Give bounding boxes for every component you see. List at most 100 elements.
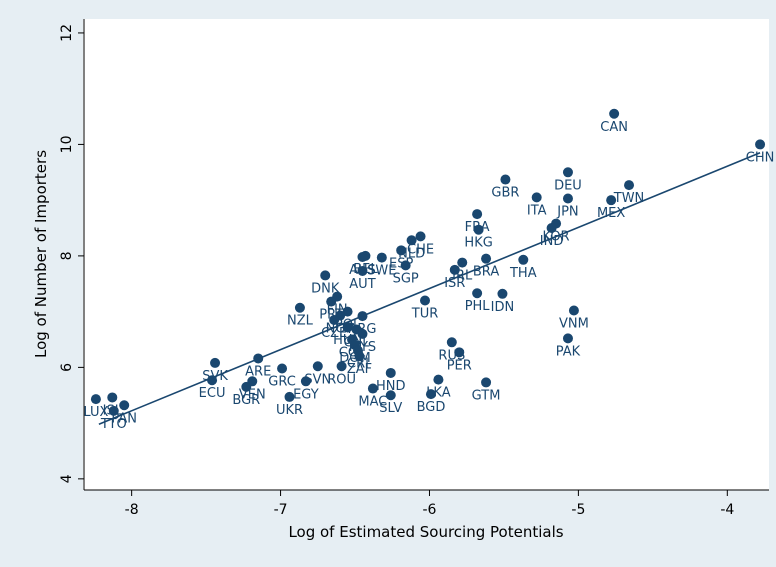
data-point-egy <box>300 376 311 387</box>
plot-area <box>83 19 769 490</box>
point-label-slv: SLV <box>379 401 402 416</box>
point-label-gbr: GBR <box>491 186 519 201</box>
data-point-irl <box>457 257 468 268</box>
point-label-swe: SWE <box>367 264 396 279</box>
data-point-mys <box>357 328 368 339</box>
y-tick-label-0: 4 <box>59 474 75 483</box>
y-tick-label-1: 6 <box>59 363 75 372</box>
data-point-hun <box>342 322 353 333</box>
data-point-rus <box>446 337 457 348</box>
point-label-pak: PAK <box>556 344 581 359</box>
data-point-lux <box>90 394 101 405</box>
point-label-grc: GRC <box>268 374 296 389</box>
point-label-isr: ISR <box>444 276 465 291</box>
point-label-svn: SVN <box>304 372 331 387</box>
data-point-grc <box>277 363 288 374</box>
point-label-cze: CZE <box>321 326 347 341</box>
data-point-dnk <box>320 270 331 281</box>
point-label-tto: TTO <box>100 417 127 432</box>
data-point-aus <box>357 252 368 263</box>
data-point-mex <box>606 195 617 206</box>
point-label-mac: MAC <box>358 395 387 410</box>
data-point-prt <box>326 296 337 307</box>
data-point-can <box>609 108 620 119</box>
data-point-svn <box>312 361 323 372</box>
point-label-ind: IND <box>540 234 564 249</box>
data-point-ukr <box>284 391 295 402</box>
point-label-mex: MEX <box>597 206 625 221</box>
data-point-nld <box>406 235 417 246</box>
data-point-deu <box>562 167 573 178</box>
data-point-ecu <box>207 375 218 386</box>
y-tick-label-4: 12 <box>59 24 75 42</box>
point-label-tha: THA <box>509 266 537 281</box>
x-tick-label-0: -8 <box>125 502 139 518</box>
point-label-twn: TWN <box>613 191 645 206</box>
point-label-ita: ITA <box>527 203 547 218</box>
x-tick-label-2: -6 <box>422 502 436 518</box>
x-tick-label-4: -4 <box>720 502 734 518</box>
data-point-rou <box>336 361 347 372</box>
data-point-bgr <box>241 381 252 392</box>
y-axis-title: Log of Number of Importers <box>32 150 50 358</box>
data-point-tha <box>518 254 529 265</box>
point-label-bra: BRA <box>473 265 499 280</box>
point-label-phl: PHL <box>465 299 491 314</box>
point-label-are: ARE <box>245 364 271 379</box>
data-point-phl <box>472 288 483 299</box>
point-label-sgp: SGP <box>393 271 419 286</box>
point-label-gtm: GTM <box>472 388 501 403</box>
point-label-jpn: JPN <box>556 204 578 219</box>
point-label-aut: AUT <box>349 277 375 292</box>
data-point-ind <box>546 223 557 234</box>
data-point-fra <box>472 209 483 220</box>
point-label-che: CHE <box>407 242 434 257</box>
point-label-zaf: ZAF <box>347 362 372 377</box>
data-point-nzl <box>294 302 305 313</box>
point-label-ukr: UKR <box>276 403 303 418</box>
point-label-per: PER <box>447 358 472 373</box>
plot-marks: CHNCANDEUGBRITAJPNTWNMEXFRAKORINDHKGBRAT… <box>83 108 774 432</box>
data-point-pol <box>342 306 353 317</box>
point-label-nzl: NZL <box>287 314 314 329</box>
point-label-tur: TUR <box>411 306 439 321</box>
data-point-gtm <box>481 377 492 388</box>
data-point-ita <box>531 192 542 203</box>
y-tick-label-2: 8 <box>59 251 75 260</box>
data-point-esp <box>396 245 407 256</box>
point-label-bgd: BGD <box>417 400 446 415</box>
data-point-isl <box>107 392 118 403</box>
data-point-arg <box>357 311 368 322</box>
point-label-ecu: ECU <box>199 386 226 401</box>
data-point-isr <box>449 264 460 275</box>
point-label-idn: IDN <box>491 300 515 315</box>
data-point-hkg <box>473 224 484 235</box>
data-point-twn <box>624 180 635 191</box>
axes: -8 -7 -6 -5 -4 4 6 8 10 12 <box>59 19 769 518</box>
point-label-hkg: HKG <box>464 236 492 251</box>
data-point-tto <box>108 405 119 416</box>
data-point-pak <box>562 333 573 344</box>
point-label-hnd: HND <box>376 379 406 394</box>
y-tick-label-3: 10 <box>59 136 75 154</box>
data-point-swe <box>376 252 387 263</box>
data-point-gbr <box>500 174 511 185</box>
data-point-svk <box>210 357 221 368</box>
data-point-slv <box>385 390 396 401</box>
point-label-vnm: VNM <box>559 317 589 332</box>
data-point-per <box>454 347 465 358</box>
data-point-idn <box>497 288 508 299</box>
x-tick-label-1: -7 <box>274 502 288 518</box>
point-label-cri: CRI <box>347 357 369 372</box>
data-point-bra <box>481 253 492 264</box>
data-point-aut <box>357 265 368 276</box>
data-point-tur <box>420 295 431 306</box>
x-axis-title: Log of Estimated Sourcing Potentials <box>288 523 563 541</box>
data-point-pan <box>119 400 130 411</box>
data-point-are <box>253 353 264 364</box>
data-point-vnm <box>568 305 579 316</box>
point-label-egy: EGY <box>293 387 319 402</box>
data-point-jpn <box>562 193 573 204</box>
